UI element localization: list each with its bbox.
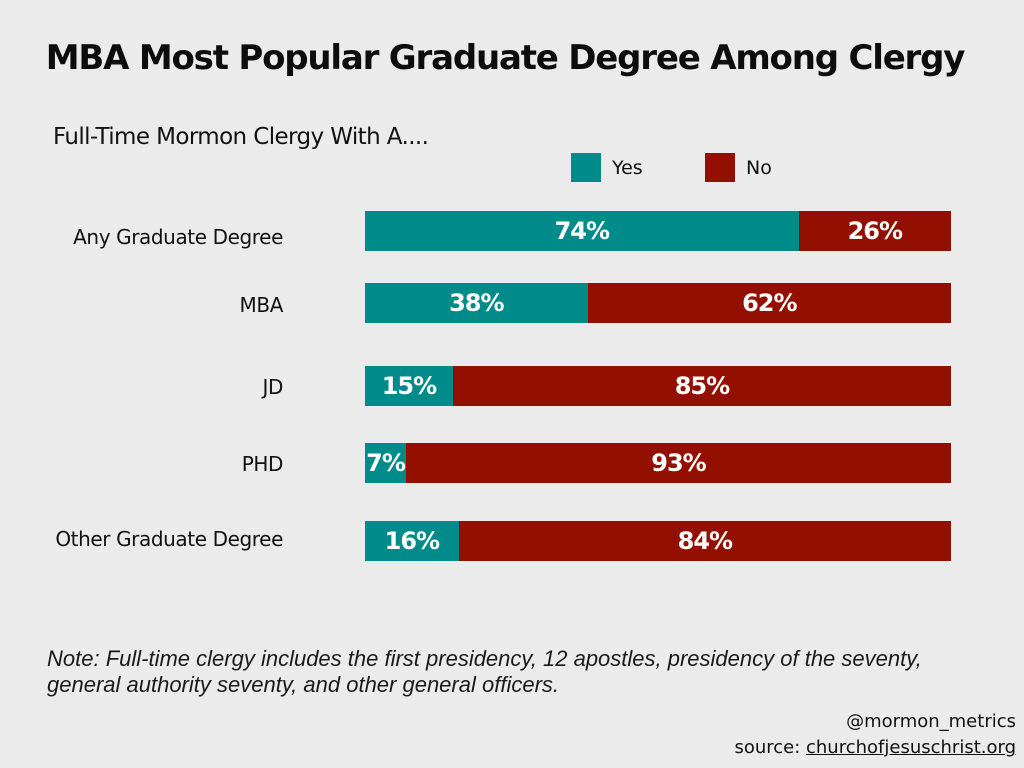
data-label-no-jd: 85% (674, 372, 730, 400)
data-label-no-any-graduate-degree: 26% (847, 217, 903, 245)
category-label-any-graduate-degree: Any Graduate Degree (73, 225, 283, 249)
legend-swatch-yes (571, 153, 601, 182)
data-label-yes-phd: 7% (366, 449, 406, 477)
category-label-jd: JD (262, 375, 284, 399)
bar-no-any-graduate-degree: 26% (798, 211, 951, 251)
data-label-yes-mba: 38% (449, 289, 504, 317)
data-label-no-other-graduate-degree: 84% (677, 527, 733, 555)
legend-item-no: No (705, 153, 772, 182)
data-label-no-phd: 93% (651, 449, 706, 477)
bar-no-phd: 93% (406, 443, 951, 483)
bar-yes-other-graduate-degree: 16% (365, 521, 459, 561)
bar-no-mba: 62% (587, 283, 951, 323)
bar-yes-phd: 7% (365, 443, 407, 483)
source-link[interactable]: churchofjesuschrist.org (806, 737, 1016, 758)
legend-label-yes: Yes (612, 156, 643, 179)
data-label-no-mba: 62% (742, 289, 797, 317)
data-label-yes-jd: 15% (381, 372, 437, 400)
legend-swatch-no (705, 153, 735, 182)
bar-no-other-graduate-degree: 84% (458, 521, 951, 561)
chart-subtitle: Full-Time Mormon Clergy With A.... (53, 124, 429, 150)
bar-yes-mba: 38% (365, 283, 588, 323)
source-credit: source: churchofjesuschrist.org (734, 737, 1016, 758)
bar-yes-jd: 15% (365, 366, 453, 406)
data-label-yes-any-graduate-degree: 74% (554, 217, 610, 245)
footnote: Note: Full-time clergy includes the firs… (47, 646, 922, 697)
chart-title: MBA Most Popular Graduate Degree Among C… (45, 38, 966, 78)
legend-item-yes: Yes (571, 153, 643, 182)
legend-label-no: No (746, 156, 772, 179)
author-handle: @mormon_metrics (846, 711, 1016, 732)
category-label-other-graduate-degree: Other Graduate Degree (55, 527, 283, 551)
bar-no-jd: 85% (452, 366, 951, 406)
category-label-phd: PHD (241, 452, 284, 476)
data-label-yes-other-graduate-degree: 16% (384, 527, 440, 555)
bar-yes-any-graduate-degree: 74% (365, 211, 799, 251)
source-prefix: source: (734, 737, 806, 758)
category-label-mba: MBA (239, 293, 284, 317)
